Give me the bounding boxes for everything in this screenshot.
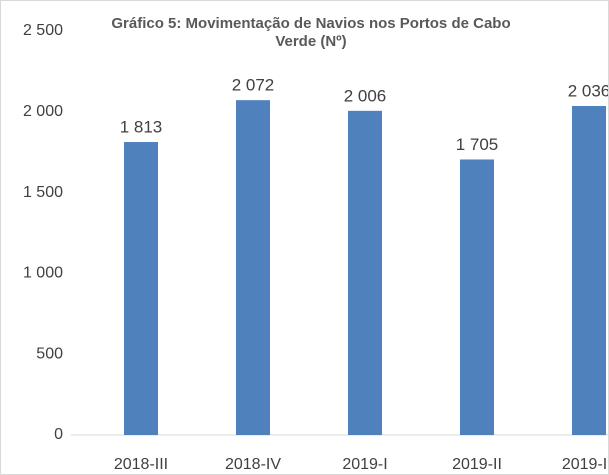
value-label: 2 036 — [568, 81, 608, 100]
y-tick-label: 2 500 — [23, 22, 63, 39]
y-tick-label: 1 500 — [23, 184, 63, 201]
value-label: 2 006 — [344, 86, 387, 105]
bar — [460, 159, 494, 436]
value-label: 1 705 — [456, 135, 499, 154]
value-label: 2 072 — [232, 76, 275, 95]
y-tick-label: 2 000 — [23, 103, 63, 120]
bar — [348, 110, 382, 436]
x-tick-label: 2018-III — [114, 456, 168, 473]
y-tick-label: 1 000 — [23, 265, 63, 282]
chart-title: Gráfico 5: Movimentação de Navios nos Po… — [111, 15, 511, 50]
y-tick-label: 0 — [54, 426, 63, 443]
x-tick-label: 2019-III — [562, 456, 608, 473]
x-tick-label: 2019-II — [452, 456, 502, 473]
y-tick-label: 500 — [36, 345, 63, 362]
bar — [236, 100, 270, 436]
x-tick-label: 2018-IV — [225, 456, 281, 473]
x-tick-label: 2019-I — [342, 456, 387, 473]
bar — [124, 142, 158, 435]
value-label: 1 813 — [120, 118, 163, 137]
bar — [572, 105, 606, 436]
